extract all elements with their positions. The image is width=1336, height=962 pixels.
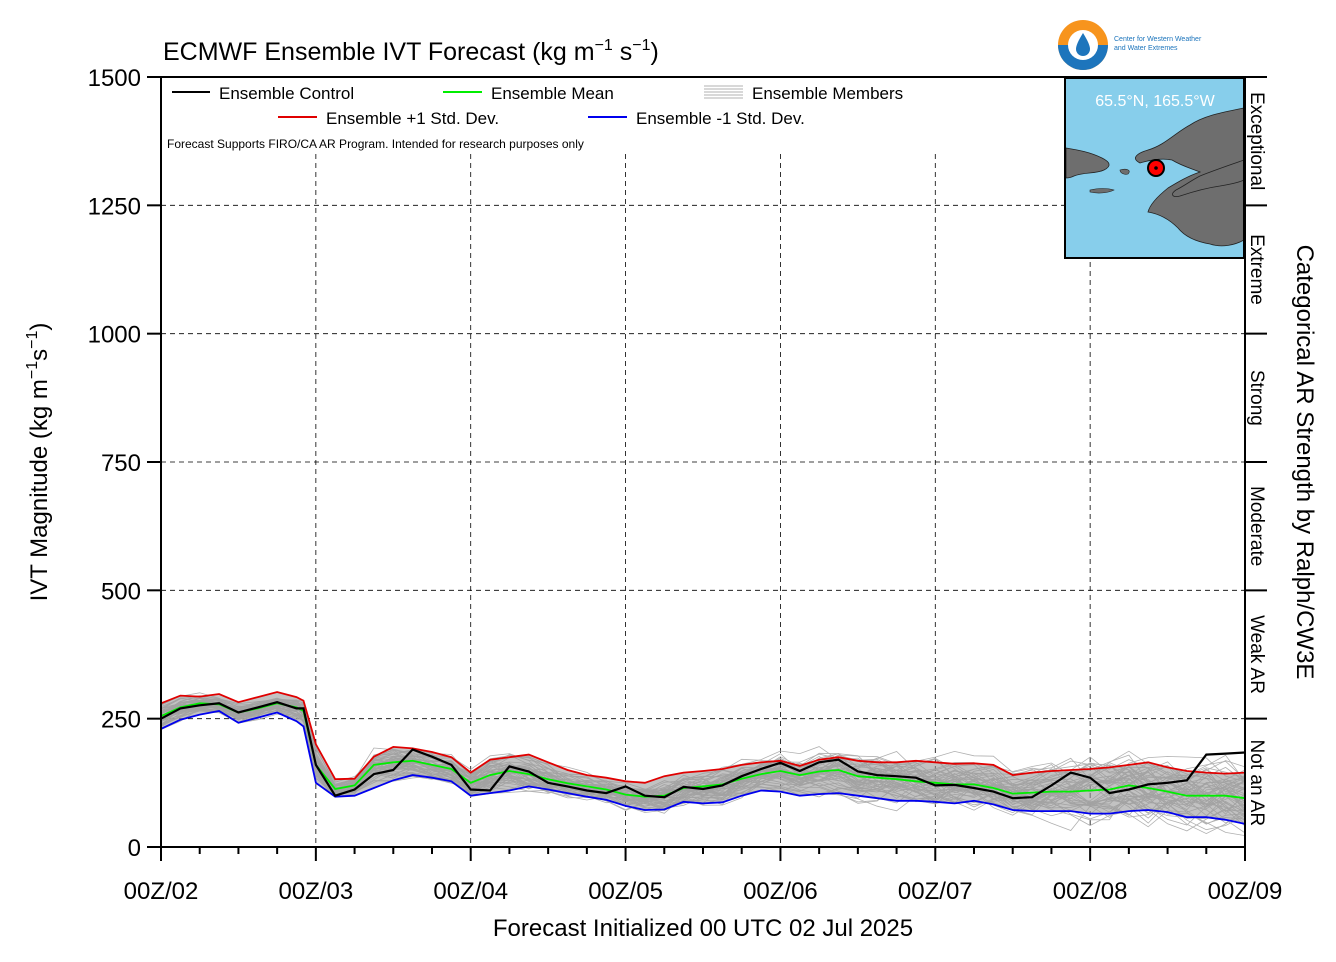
legend-members-label: Ensemble Members — [752, 84, 903, 103]
legend: Ensemble Control Ensemble Mean Ensemble … — [167, 84, 903, 151]
x-tick-label: 00Z/09 — [1208, 878, 1283, 905]
map-land-chukotka — [1065, 147, 1110, 179]
x-tick-label: 00Z/02 — [124, 878, 199, 905]
series-lines — [161, 691, 1245, 825]
series-line-plus — [161, 691, 1245, 784]
x-tick-label: 00Z/08 — [1053, 878, 1128, 905]
logo-text-line2: and Water Extremes — [1114, 45, 1178, 52]
y-axis-label: IVT Magnitude (kg m−1s−1) — [24, 323, 53, 602]
axes: 0 250 500 750 1000 1250 1500 00Z/02 00Z/03 00Z/04… — [88, 65, 1283, 905]
map-inset: 65.5°N, 165.5°W — [1064, 77, 1245, 259]
y-tick-label: 750 — [101, 450, 141, 477]
category-label: Exceptional — [1246, 92, 1267, 190]
y-tick-label: 1000 — [88, 322, 141, 349]
legend-members-swatch — [704, 85, 743, 99]
category-label: Weak AR — [1246, 615, 1267, 694]
map-land-seward — [1172, 159, 1245, 197]
x-axis-label: Forecast Initialized 00 UTC 02 Jul 2025 — [493, 915, 913, 942]
x-tick-label: 00Z/06 — [743, 878, 818, 905]
chart-title: ECMWF Ensemble IVT Forecast (kg m−1 s−1) — [163, 37, 659, 66]
category-label: Strong — [1246, 370, 1267, 426]
series-line-control — [161, 701, 1245, 800]
map-coordinates: 65.5°N, 165.5°W — [1095, 93, 1215, 110]
category-label: Moderate — [1246, 486, 1267, 566]
y-tick-label: 1250 — [88, 193, 141, 220]
location-marker-center-icon — [1154, 166, 1158, 170]
y-tick-label: 1500 — [88, 65, 141, 92]
map-land-islands — [1089, 168, 1130, 194]
std-dev-band — [161, 692, 1245, 824]
logo-drop-icon — [1076, 33, 1090, 56]
series-line-minus — [161, 710, 1245, 825]
logo-text-line1: Center for Western Weather — [1114, 36, 1202, 43]
y-tick-label: 0 — [128, 835, 141, 862]
y-tick-label: 500 — [101, 578, 141, 605]
map-land-alaska — [1135, 107, 1245, 247]
map-frame — [1064, 77, 1245, 259]
legend-minus-label: Ensemble -1 Std. Dev. — [636, 109, 805, 128]
x-tick-label: 00Z/03 — [278, 878, 353, 905]
grid — [161, 154, 1245, 847]
research-note: Forecast Supports FIRO/CA AR Program. In… — [167, 137, 584, 151]
x-tick-label: 00Z/04 — [433, 878, 508, 905]
y-tick-label: 250 — [101, 707, 141, 734]
cw3e-logo: Center for Western Weather and Water Ext… — [1058, 20, 1202, 70]
legend-control-label: Ensemble Control — [219, 84, 354, 103]
x-tick-label: 00Z/07 — [898, 878, 973, 905]
category-label: Not an AR — [1246, 740, 1267, 827]
category-axis: Not an AR Weak AR Moderate Strong Extreme Exc… — [1244, 76, 1267, 847]
right-axis-label: Categorical AR Strength by Ralph/CW3E — [1291, 245, 1318, 680]
legend-plus-label: Ensemble +1 Std. Dev. — [326, 109, 499, 128]
x-tick-label: 00Z/05 — [588, 878, 663, 905]
legend-mean-label: Ensemble Mean — [491, 84, 614, 103]
category-label: Extreme — [1246, 234, 1267, 305]
